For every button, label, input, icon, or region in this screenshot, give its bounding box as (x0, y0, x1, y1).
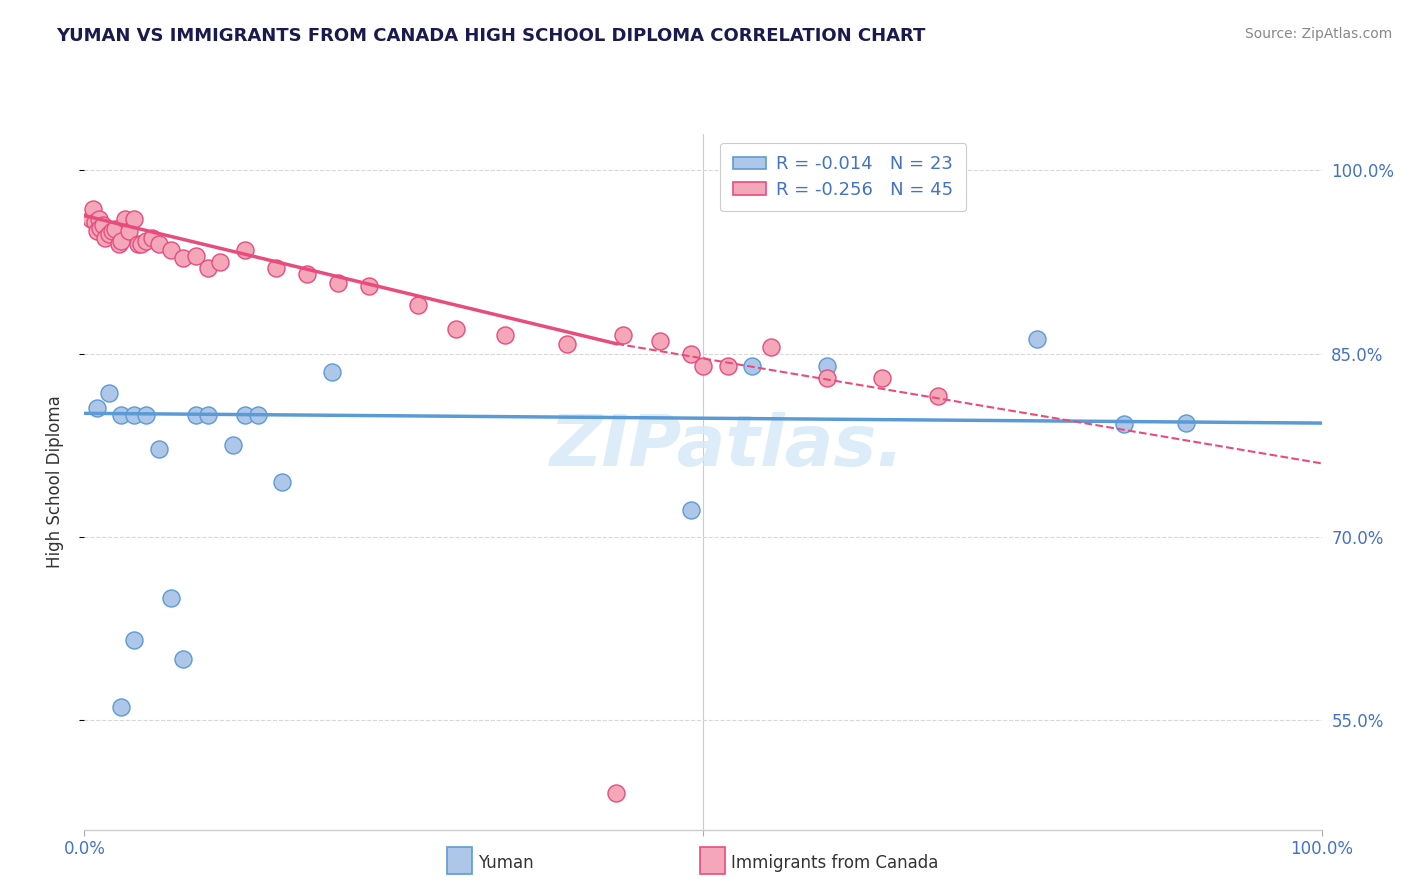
Text: Yuman: Yuman (478, 854, 534, 871)
Point (209, 255, 232, 269)
Point (271, 475, 294, 489)
Point (110, 700, 132, 714)
Point (110, 234, 132, 248)
Point (1174, 416, 1197, 430)
Point (692, 359, 714, 373)
Point (127, 236, 149, 251)
Point (494, 328, 516, 343)
Point (222, 438, 245, 452)
Point (408, 298, 430, 312)
Point (184, 408, 207, 422)
Point (94, 230, 117, 244)
Point (172, 252, 194, 266)
Text: Immigrants from Canada: Immigrants from Canada (731, 854, 938, 871)
Point (927, 389, 949, 403)
Point (184, 249, 207, 263)
Point (648, 334, 671, 349)
Point (1112, 417, 1135, 432)
Point (98, 385, 121, 400)
Point (79, 212, 101, 227)
Point (246, 408, 269, 422)
Point (160, 243, 183, 257)
Point (148, 442, 170, 456)
Point (86, 401, 108, 416)
Point (135, 408, 157, 422)
Point (118, 224, 141, 238)
Legend: R = -0.014   N = 23, R = -0.256   N = 45: R = -0.014 N = 23, R = -0.256 N = 45 (720, 143, 966, 211)
Point (612, 328, 634, 343)
Point (82, 202, 104, 217)
Point (86, 224, 108, 238)
Point (197, 261, 219, 276)
Point (295, 267, 318, 281)
Point (129, 236, 152, 251)
Point (114, 212, 136, 227)
Point (84, 215, 107, 229)
Text: ZIPatlas.: ZIPatlas. (550, 412, 905, 482)
Point (122, 212, 145, 227)
Point (264, 261, 287, 276)
Point (108, 236, 131, 251)
Point (555, 336, 578, 351)
Point (605, 786, 627, 800)
Point (1026, 332, 1049, 346)
Point (444, 322, 467, 336)
Point (172, 651, 194, 665)
Text: Source: ZipAtlas.com: Source: ZipAtlas.com (1244, 27, 1392, 41)
Point (98, 227, 121, 241)
Point (135, 234, 157, 248)
Point (233, 408, 256, 422)
Y-axis label: High School Diploma: High School Diploma (45, 395, 63, 568)
Point (141, 230, 163, 244)
Point (741, 359, 763, 373)
Point (100, 224, 122, 238)
Point (357, 279, 380, 293)
Point (233, 243, 256, 257)
Point (815, 371, 838, 385)
Point (679, 346, 702, 360)
Point (110, 408, 132, 422)
Point (759, 340, 782, 354)
Point (679, 502, 702, 516)
Point (197, 408, 219, 422)
Point (148, 236, 170, 251)
Point (104, 222, 127, 236)
Text: YUMAN VS IMMIGRANTS FROM CANADA HIGH SCHOOL DIPLOMA CORRELATION CHART: YUMAN VS IMMIGRANTS FROM CANADA HIGH SCH… (56, 27, 925, 45)
Point (717, 359, 740, 373)
Point (89, 212, 111, 227)
Point (815, 359, 838, 373)
Point (122, 633, 145, 648)
Point (160, 591, 183, 605)
Point (321, 365, 343, 379)
Point (326, 276, 349, 290)
Point (122, 408, 145, 422)
Point (872, 371, 894, 385)
Point (89, 220, 111, 235)
Point (91, 219, 114, 233)
